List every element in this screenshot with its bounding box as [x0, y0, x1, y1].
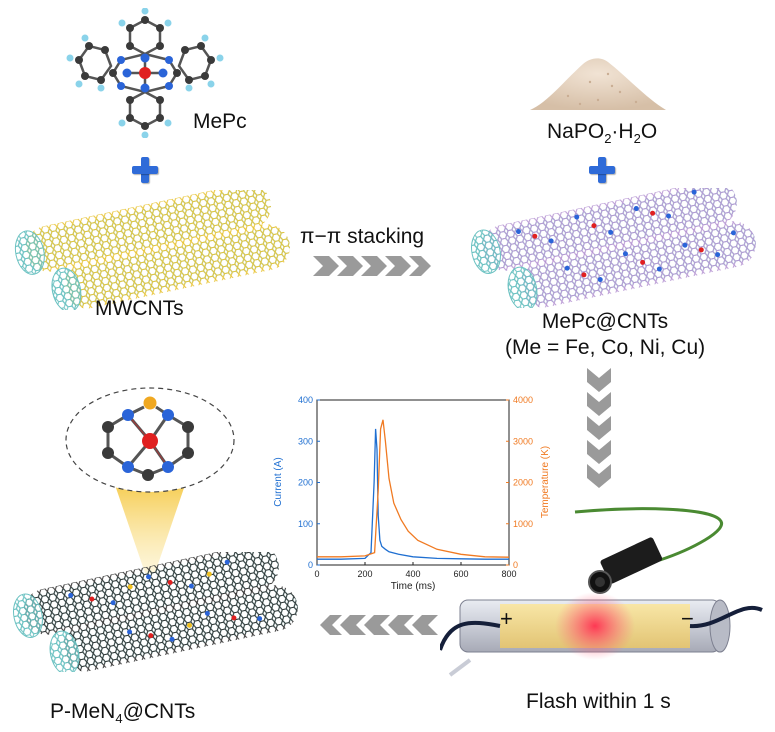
chart-ytick-label-left: 200: [298, 478, 313, 488]
pyrometer-icon: [588, 537, 663, 594]
p-men4-cnts-label: P-MeN4@CNTs: [50, 700, 196, 727]
mwcnts-nanotube-icon: [14, 190, 290, 310]
chart-xtick-label: 800: [501, 569, 516, 579]
chart-xtick-label: 200: [357, 569, 372, 579]
mwcnts-label: MWCNTs: [95, 297, 184, 320]
chart-xtick-label: 400: [405, 569, 420, 579]
mepc-cnts-label-line2: (Me = Fe, Co, Ni, Cu): [505, 336, 706, 359]
chevron-left-icon: [320, 615, 438, 635]
chart-ytick-label-left: 100: [298, 519, 313, 529]
chart-xlabel: Time (ms): [391, 581, 436, 592]
p-men4-cnts-nanotube-icon: [13, 552, 298, 672]
mepc-cnts-label-line1: MePc@CNTs: [541, 310, 669, 333]
chevron-arrow-icon: [313, 256, 431, 276]
chart-ytick-label-left: 400: [298, 395, 313, 405]
chart-ytick-label-right: 4000: [513, 395, 533, 405]
chart-ylabel-right: Temperature (K): [540, 446, 551, 518]
temperature-series-line: [317, 419, 510, 558]
electrode-plus: +: [500, 606, 513, 631]
chart-ytick-label-right: 1000: [513, 519, 533, 529]
mepc-cnts-label: MePc@CNTs: [520, 310, 690, 334]
electrode-minus: −: [681, 606, 694, 631]
chart-ytick-label-right: 2000: [513, 478, 533, 488]
mepc-cnts-nanotube-icon: [471, 188, 756, 308]
flash-tube-icon: [440, 507, 763, 677]
chart-xtick-label: 600: [453, 569, 468, 579]
flash-label: Flash within 1 s: [526, 690, 671, 713]
sodium-hypophosphite-label: NaPO2·H2O: [547, 120, 658, 147]
mepc-molecule-icon: [66, 8, 224, 138]
chart-xtick-label: 0: [314, 569, 319, 579]
chart-ylabel-left: Current (A): [273, 457, 284, 506]
current-temperature-chart: 0 200 400 600 800010020030040001000200030004…: [273, 395, 551, 592]
plus-icon: [132, 157, 158, 183]
chevron-down-icon: [587, 368, 611, 488]
chart-ytick-label-left: 300: [298, 436, 313, 446]
chart-ytick-label-right: 0: [513, 560, 518, 570]
p-men4-structure-inset: [65, 387, 235, 573]
plus-icon-right: [589, 157, 615, 183]
powder-pile-icon: [530, 58, 666, 110]
stacking-label: π−π stacking: [300, 225, 425, 248]
chart-ytick-label-right: 3000: [513, 436, 533, 446]
mepc-label: MePc: [193, 110, 247, 133]
chart-ytick-label-left: 0: [308, 560, 313, 570]
